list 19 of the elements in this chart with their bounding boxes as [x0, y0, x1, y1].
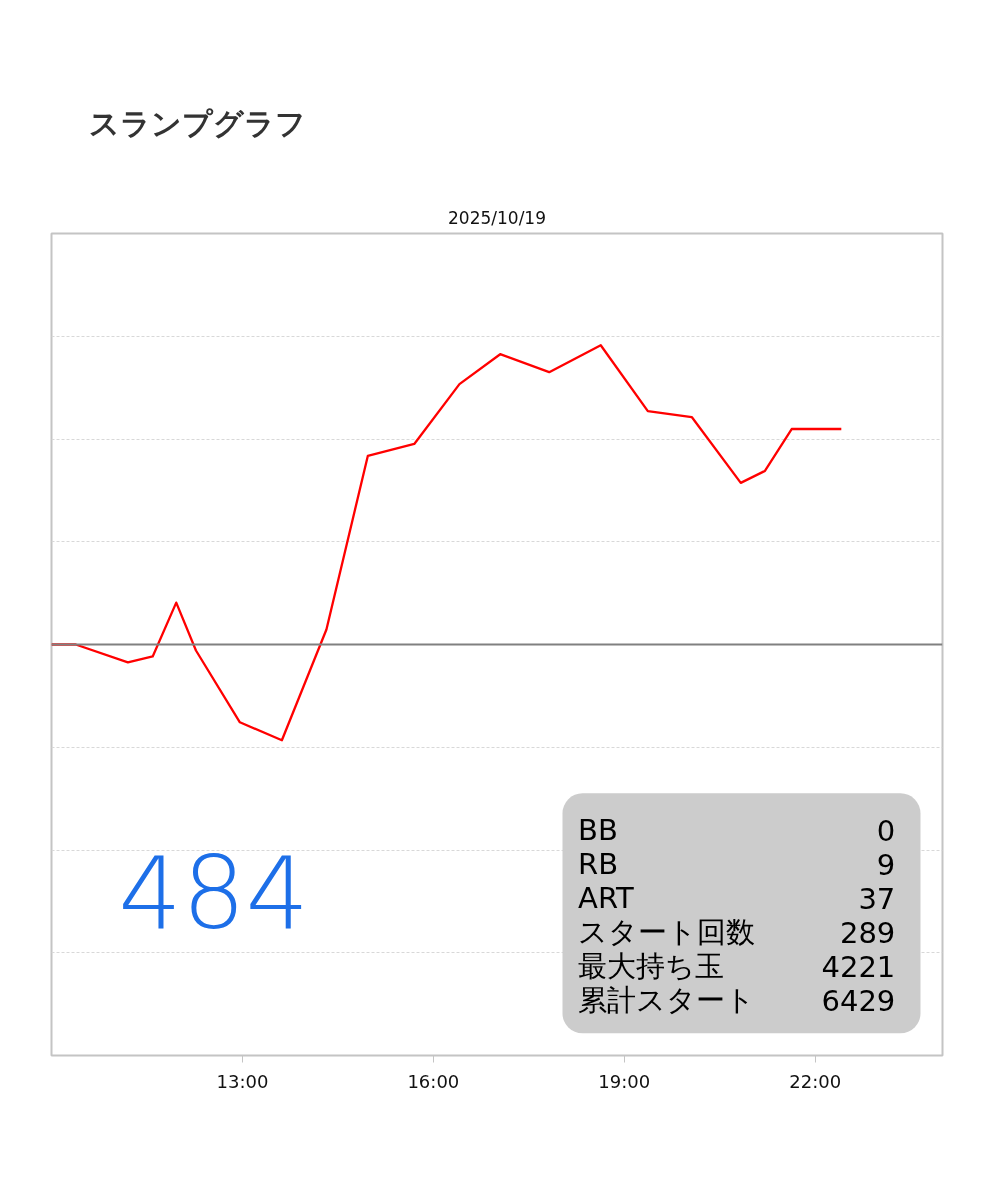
- x-tick-label: 19:00: [598, 1070, 651, 1092]
- text: 最大持ち玉: [578, 949, 725, 984]
- text: 4221: [821, 949, 896, 984]
- text: 6429: [821, 983, 896, 1018]
- text: 0: [876, 813, 896, 848]
- chart-subtitle: 2025/10/19: [448, 207, 546, 228]
- x-tick-label: 22:00: [789, 1070, 842, 1092]
- text: ART: [578, 881, 634, 916]
- text: 484: [118, 834, 310, 952]
- text: BB: [578, 813, 618, 848]
- text: 289: [839, 915, 896, 950]
- text: スタート回数: [578, 915, 756, 950]
- x-tick-label: 16:00: [407, 1070, 460, 1092]
- text: 累計スタート: [578, 983, 756, 1018]
- chart-title: スランプグラフ: [88, 105, 306, 141]
- text: 9: [876, 847, 896, 882]
- text: 37: [858, 881, 896, 916]
- text: RB: [578, 847, 619, 882]
- x-tick-label: 13:00: [216, 1070, 269, 1092]
